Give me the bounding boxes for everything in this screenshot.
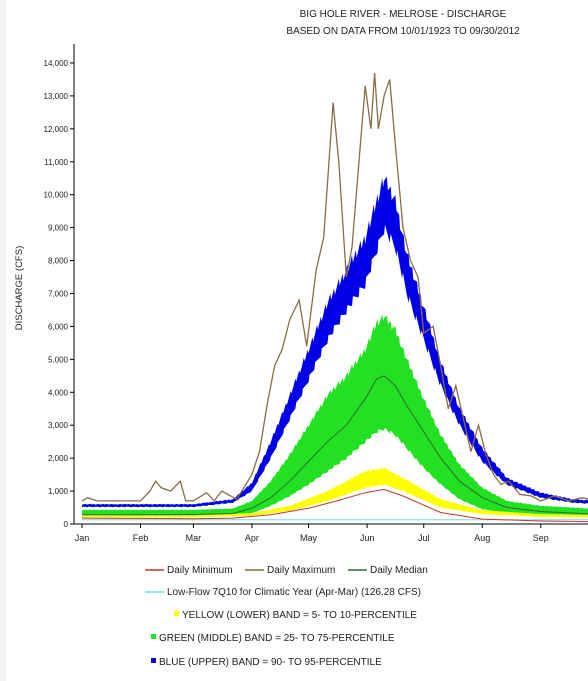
y-tick-label: 14,000 [44, 59, 69, 68]
x-tick-label: Apr [245, 533, 259, 543]
legend-label-yellow-band: YELLOW (LOWER) BAND = 5- TO 10-PERCENTIL… [182, 610, 417, 621]
x-tick-label: Jun [360, 533, 375, 543]
series-band-yellow [82, 467, 588, 518]
legend-label-low-flow: Low-Flow 7Q10 for Climatic Year (Apr-Mar… [167, 587, 421, 598]
x-tick-label: Jan [75, 533, 90, 543]
series-daily-min [81, 488, 588, 523]
series-daily-median [82, 375, 588, 516]
chart-frame: BIG HOLE RIVER - MELROSE - DISCHARGE BAS… [6, 0, 588, 681]
legend-swatch-yellow-band [174, 611, 179, 616]
y-tick-label: 9,000 [48, 224, 69, 233]
x-tick-label: Mar [186, 533, 202, 543]
legend-swatch-green-band [151, 634, 156, 639]
legend-label-green-band: GREEN (MIDDLE) BAND = 25- TO 75-PERCENTI… [159, 633, 395, 644]
legend-label-daily-median: Daily Median [370, 565, 428, 576]
y-tick-label: 11,000 [44, 158, 68, 167]
y-axis-label: DISCHARGE (CFS) [14, 246, 25, 330]
y-tick-label: 0 [64, 520, 69, 529]
chart-title: BIG HOLE RIVER - MELROSE - DISCHARGE [300, 9, 507, 20]
x-ticks: JanFebMarAprMayJunJulAugSepOct [75, 524, 549, 543]
x-tick-label: Jul [418, 533, 430, 543]
legend: Daily Minimum Daily Maximum Daily Median… [145, 565, 428, 668]
y-tick-label: 12,000 [44, 125, 69, 134]
y-tick-label: 3,000 [48, 421, 69, 430]
y-tick-label: 7,000 [48, 289, 69, 298]
y-tick-label: 6,000 [48, 322, 69, 331]
y-tick-label: 4,000 [48, 388, 69, 397]
y-tick-label: 10,000 [44, 191, 69, 200]
y-tick-label: 2,000 [48, 454, 69, 463]
axes [73, 44, 588, 525]
x-tick-label: Feb [133, 533, 149, 543]
y-tick-label: 1,000 [48, 487, 69, 496]
y-tick-label: 5,000 [48, 355, 69, 364]
legend-label-blue-band: BLUE (UPPER) BAND = 90- TO 95-PERCENTILE [159, 657, 382, 668]
discharge-chart: BIG HOLE RIVER - MELROSE - DISCHARGE BAS… [14, 9, 588, 668]
x-tick-label: May [300, 533, 318, 543]
legend-label-daily-max: Daily Maximum [267, 565, 335, 576]
series-band-green [82, 314, 588, 516]
y-ticks: 0 1,000 2,000 3,000 4,000 5,000 6,000 7,000 8,00… [44, 59, 74, 529]
series-band-blue [82, 176, 588, 508]
x-tick-label: Sep [533, 533, 549, 543]
legend-swatch-blue-band [151, 658, 156, 663]
plot-area [81, 72, 588, 523]
series-daily-max [81, 72, 588, 502]
legend-label-daily-min: Daily Minimum [167, 565, 233, 576]
x-tick-label: Aug [474, 533, 490, 543]
y-tick-label: 8,000 [48, 257, 69, 266]
chart-subtitle: BASED ON DATA FROM 10/01/1923 TO 09/30/2… [286, 26, 520, 37]
y-tick-label: 13,000 [44, 92, 69, 101]
